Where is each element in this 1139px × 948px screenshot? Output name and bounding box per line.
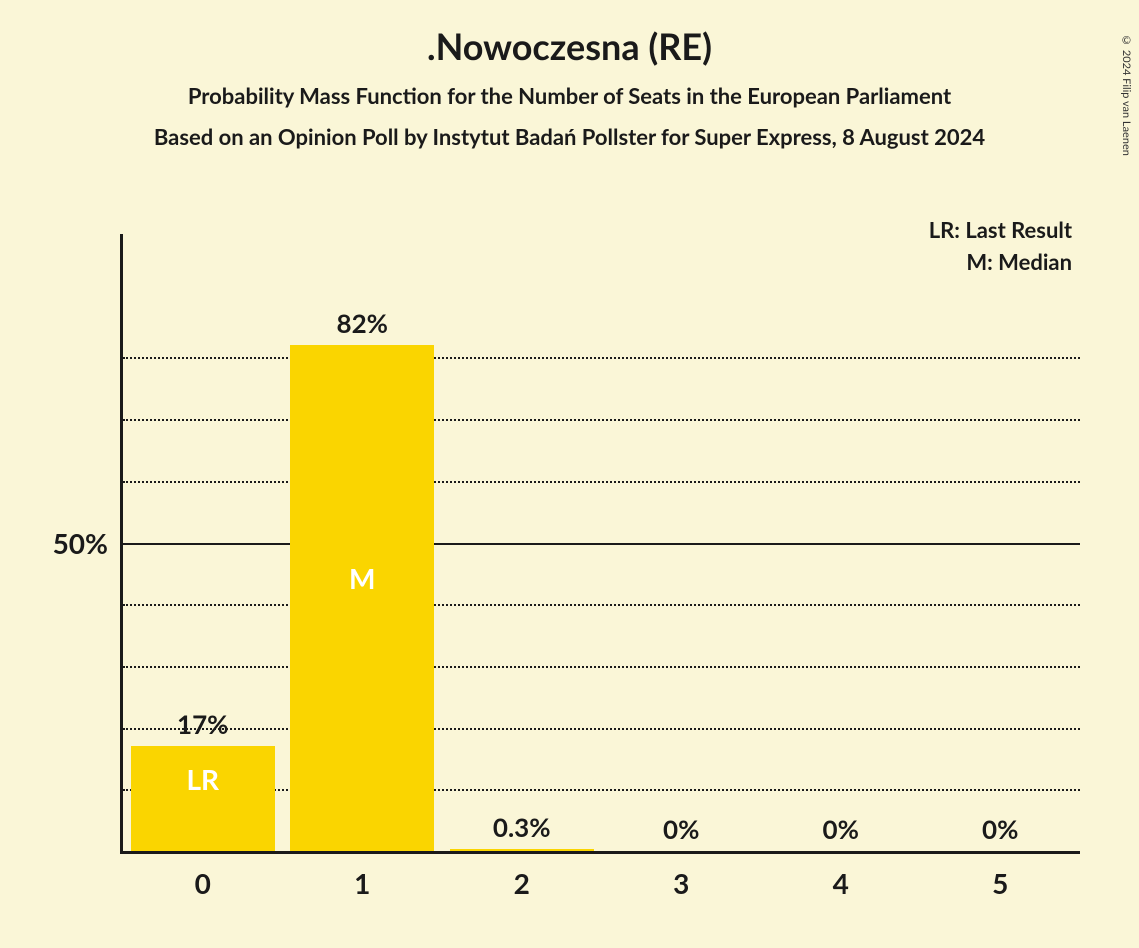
gridline-minor	[123, 728, 1080, 730]
bar-inner-label-M: M	[349, 561, 375, 595]
gridline-major	[123, 543, 1080, 545]
chart-plot-area: 17%LR082%M10.3%20%30%40%5 LR: Last Resul…	[120, 234, 1080, 854]
legend-lr: LR: Last Result	[929, 216, 1072, 243]
x-axis	[120, 851, 1080, 854]
x-tick-label: 2	[514, 866, 530, 900]
x-tick-label: 5	[992, 866, 1008, 900]
chart-title: .Nowoczesna (RE)	[0, 24, 1139, 68]
chart-subtitle-2: Based on an Opinion Poll by Instytut Bad…	[0, 123, 1139, 150]
gridline-minor	[123, 419, 1080, 421]
x-tick-label: 0	[195, 866, 211, 900]
copyright-text: © 2024 Filip van Laenen	[1120, 34, 1133, 156]
x-tick-label: 3	[673, 866, 689, 900]
gridline-minor	[123, 357, 1080, 359]
gridline-minor	[123, 604, 1080, 606]
bar-value-label: 0%	[663, 813, 699, 845]
bar-inner-label-LR: LR	[186, 762, 219, 796]
bar-2	[450, 849, 594, 851]
x-tick-label: 1	[354, 866, 370, 900]
gridline-minor	[123, 481, 1080, 483]
legend-m: M: Median	[966, 248, 1072, 275]
bar-1	[290, 345, 434, 851]
y-tick-label: 50%	[53, 526, 108, 560]
bar-value-label: 0.3%	[493, 811, 551, 843]
bar-value-label: 17%	[177, 708, 228, 740]
x-tick-label: 4	[833, 866, 849, 900]
chart-subtitle-1: Probability Mass Function for the Number…	[0, 82, 1139, 109]
bar-value-label: 82%	[337, 307, 388, 339]
gridline-minor	[123, 666, 1080, 668]
bar-value-label: 0%	[982, 813, 1018, 845]
bar-value-label: 0%	[823, 813, 859, 845]
